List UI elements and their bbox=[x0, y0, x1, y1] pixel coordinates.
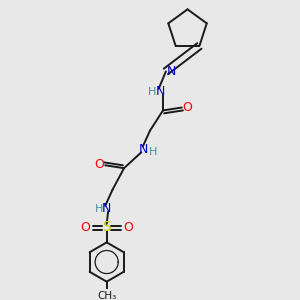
Text: N: N bbox=[102, 202, 111, 215]
Text: H: H bbox=[148, 87, 157, 97]
Text: O: O bbox=[183, 101, 193, 114]
Text: O: O bbox=[123, 221, 133, 234]
Text: CH₃: CH₃ bbox=[97, 290, 116, 300]
Text: O: O bbox=[94, 158, 104, 171]
Text: N: N bbox=[167, 65, 176, 78]
Text: N: N bbox=[139, 143, 148, 156]
Text: H: H bbox=[95, 204, 103, 214]
Text: S: S bbox=[102, 220, 111, 234]
Text: N: N bbox=[155, 85, 165, 98]
Text: O: O bbox=[81, 221, 91, 234]
Text: H: H bbox=[149, 147, 157, 157]
